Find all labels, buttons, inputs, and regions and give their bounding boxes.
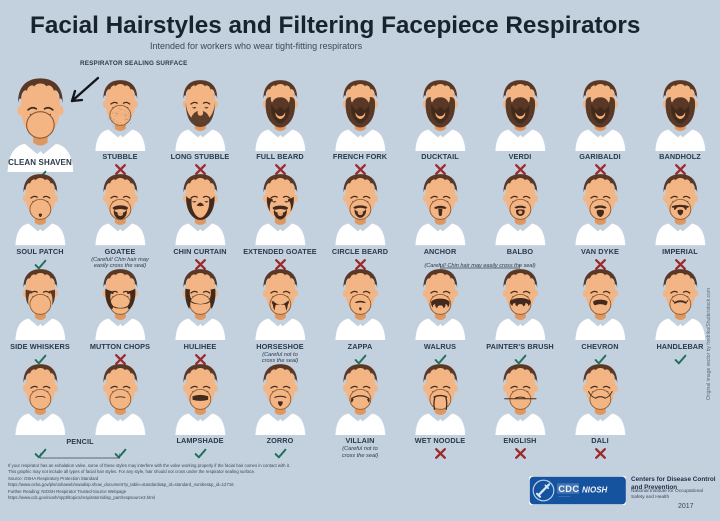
svg-text:_________: _________ <box>557 495 571 498</box>
svg-text:NIOSH: NIOSH <box>582 486 608 495</box>
svg-text:CDC: CDC <box>558 484 579 494</box>
